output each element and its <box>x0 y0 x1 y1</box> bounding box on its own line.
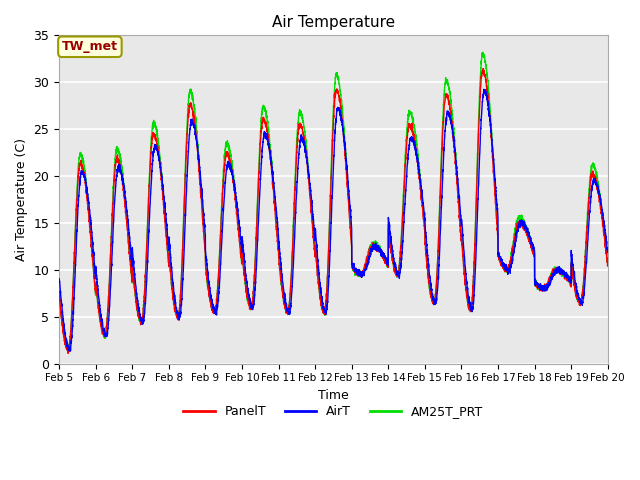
AirT <box>55 276 63 282</box>
AirT <box>121 191 129 196</box>
AM25T_PRT <box>64 349 72 355</box>
Legend: PanelT, AirT, AM25T_PRT: PanelT, AirT, AM25T_PRT <box>179 400 488 423</box>
Title: Air Temperature: Air Temperature <box>272 15 395 30</box>
AM25T_PRT <box>266 133 273 139</box>
PanelT <box>479 66 487 72</box>
AirT <box>575 297 582 302</box>
AirT <box>480 86 488 92</box>
AirT <box>266 145 273 151</box>
PanelT <box>551 269 559 275</box>
PanelT <box>399 216 406 222</box>
Text: TW_met: TW_met <box>62 40 118 53</box>
AM25T_PRT <box>551 267 559 273</box>
PanelT <box>121 201 129 207</box>
AM25T_PRT <box>575 299 582 305</box>
X-axis label: Time: Time <box>318 389 349 402</box>
Line: PanelT: PanelT <box>59 69 608 353</box>
AM25T_PRT <box>399 210 406 216</box>
AirT <box>604 249 612 254</box>
Line: AirT: AirT <box>59 89 608 351</box>
AirT <box>554 266 561 272</box>
PanelT <box>55 290 63 296</box>
AM25T_PRT <box>479 49 486 55</box>
Y-axis label: Air Temperature (C): Air Temperature (C) <box>15 138 28 261</box>
PanelT <box>266 147 273 153</box>
Line: AM25T_PRT: AM25T_PRT <box>59 52 608 352</box>
AirT <box>66 348 74 354</box>
PanelT <box>604 263 612 268</box>
AirT <box>551 273 559 278</box>
PanelT <box>554 267 561 273</box>
AM25T_PRT <box>55 290 63 296</box>
AirT <box>399 244 406 250</box>
AM25T_PRT <box>604 261 612 266</box>
PanelT <box>575 298 582 303</box>
AM25T_PRT <box>121 193 129 199</box>
PanelT <box>65 350 72 356</box>
AM25T_PRT <box>554 268 561 274</box>
